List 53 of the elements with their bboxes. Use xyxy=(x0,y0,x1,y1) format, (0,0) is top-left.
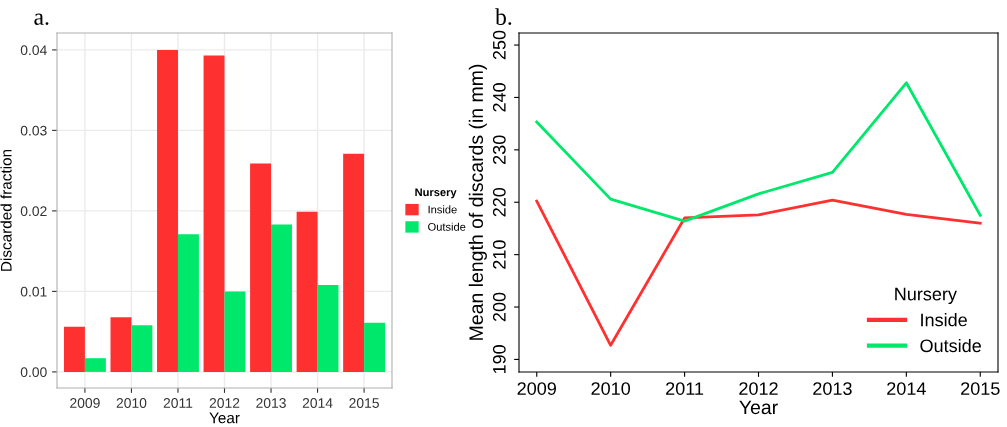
line-series xyxy=(535,81,982,223)
x-tick-label: 2013 xyxy=(256,398,286,408)
text: 0.00 xyxy=(20,367,47,378)
y-tick-label: 250 xyxy=(492,30,506,60)
y-axis-title: Mean length of discards (in mm) xyxy=(468,64,487,340)
bar xyxy=(177,234,199,372)
bar xyxy=(84,358,106,372)
x-tick-label: 2015 xyxy=(961,382,1000,395)
bar xyxy=(63,326,85,372)
bar xyxy=(271,224,292,372)
x-tick-label: 2014 xyxy=(302,398,333,408)
bar xyxy=(224,291,246,372)
y-tick-label: 230 xyxy=(492,135,506,164)
x-axis-title: Year xyxy=(209,412,240,424)
x-tick-label: 2013 xyxy=(813,382,852,395)
y-tick-label: 200 xyxy=(492,292,506,322)
y-tick-label: 0.04 xyxy=(20,45,47,56)
chart-title: b. xyxy=(495,8,512,25)
x-tick-label: 2012 xyxy=(209,398,240,408)
bar xyxy=(157,49,178,372)
y-tick-label: 240 xyxy=(492,83,506,112)
x-tick-label: 2015 xyxy=(349,398,379,408)
legend-title: Nursery xyxy=(415,188,457,199)
x-tick-label: 2010 xyxy=(591,382,631,395)
y-tick-label: 0.02 xyxy=(20,206,47,217)
x-axis-title: Year xyxy=(739,400,778,415)
bar xyxy=(364,322,386,372)
x-tick-label: 2011 xyxy=(163,398,193,408)
legend-label: Outside xyxy=(428,222,466,231)
y-axis-title: Discarded fraction xyxy=(0,149,12,271)
bar xyxy=(343,153,365,372)
x-tick-label: 2009 xyxy=(517,382,556,395)
x-tick-label: 2010 xyxy=(116,398,147,408)
chart-title: a. xyxy=(34,13,49,25)
x-tick-label: 2011 xyxy=(666,382,704,395)
bar xyxy=(131,325,153,372)
y-tick-label: 220 xyxy=(492,187,506,217)
bar xyxy=(203,55,225,372)
y-tick-label: 190 xyxy=(492,345,506,374)
legend-label: Inside xyxy=(921,313,967,327)
x-tick-label: 2012 xyxy=(739,382,778,395)
x-tick-label: 2014 xyxy=(887,382,926,395)
legend-label: Outside xyxy=(920,338,981,353)
bar xyxy=(250,163,272,372)
legend-title: Nursery xyxy=(895,287,957,305)
y-tick-label: 0.03 xyxy=(20,125,47,136)
y-tick-label: 210 xyxy=(492,240,506,269)
x-tick-label: 2009 xyxy=(70,398,100,408)
bar xyxy=(317,284,339,372)
bar xyxy=(110,317,132,372)
bar xyxy=(296,211,318,372)
legend-label: Inside xyxy=(428,205,457,214)
y-tick-label: 0.01 xyxy=(20,286,47,297)
